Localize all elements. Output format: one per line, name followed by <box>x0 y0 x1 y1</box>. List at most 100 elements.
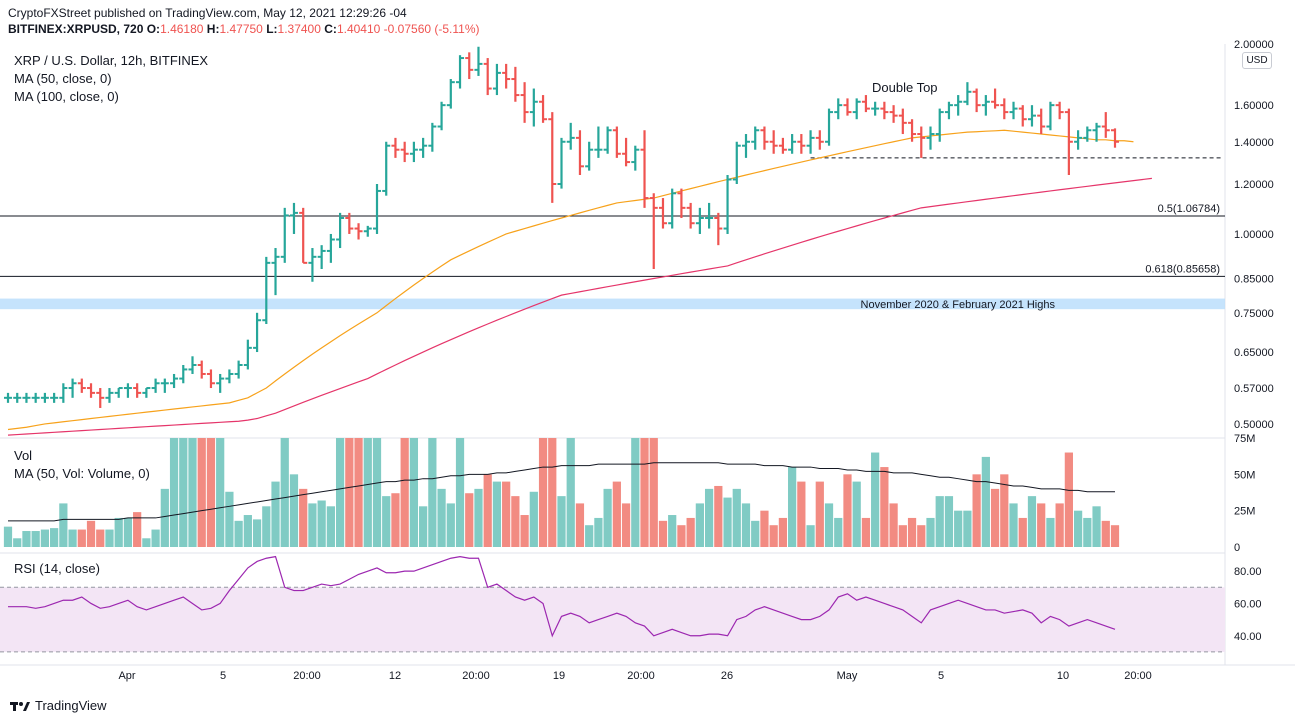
volume-tick-label: 75M <box>1234 433 1255 445</box>
candle <box>695 207 704 234</box>
publish-text: CryptoFXStreet published on TradingView.… <box>8 6 407 20</box>
candle <box>631 145 640 171</box>
highs-zone-band <box>0 298 1225 310</box>
candle <box>1111 128 1119 148</box>
candle <box>640 130 649 208</box>
candle <box>206 369 215 389</box>
candle <box>520 82 529 123</box>
candle <box>603 126 612 154</box>
volume-bar <box>603 488 612 547</box>
volume-bar <box>843 474 852 547</box>
volume-bar <box>363 438 372 547</box>
candle <box>382 141 391 196</box>
tradingview-brand[interactable]: TradingView <box>10 698 107 713</box>
price-tick-label: 0.50000 <box>1234 419 1274 431</box>
candle <box>502 63 511 89</box>
chart-title: XRP / U.S. Dollar, 12h, BITFINEX <box>14 53 209 68</box>
volume-bar <box>391 493 400 547</box>
candle <box>806 130 815 154</box>
ma50-legend: MA (50, close, 0) <box>14 71 112 86</box>
volume-bar <box>548 438 557 547</box>
volume-bar <box>520 515 529 547</box>
candle <box>871 101 880 116</box>
volume-bar <box>898 525 907 547</box>
rsi-line <box>8 555 1116 638</box>
candle <box>50 392 59 403</box>
volume-bar <box>133 512 142 547</box>
volume-bar <box>806 525 815 547</box>
candle <box>31 392 40 403</box>
candle <box>815 130 824 150</box>
brand-text: TradingView <box>35 698 107 713</box>
currency-badge[interactable]: USD <box>1242 52 1272 69</box>
price-tick-label: 0.57000 <box>1234 383 1274 395</box>
volume-bar <box>1073 510 1083 547</box>
candle <box>981 95 990 116</box>
volume-bar <box>446 503 455 547</box>
volume-bar <box>824 503 834 547</box>
candle <box>391 137 400 158</box>
volume-bar <box>151 529 160 547</box>
candle <box>474 46 483 76</box>
volume-bar <box>788 467 797 547</box>
time-tick-label: 10 <box>1057 670 1069 682</box>
volume-bar <box>917 525 926 547</box>
candle <box>742 134 750 158</box>
volume-bar <box>419 506 428 547</box>
volume-bar <box>234 520 243 547</box>
time-tick-label: 20:00 <box>627 670 655 682</box>
volume-bar <box>335 438 345 547</box>
candle <box>548 112 557 203</box>
close-value: 1.40410 <box>336 22 381 36</box>
candle <box>151 378 160 393</box>
candle <box>1000 98 1009 120</box>
candle <box>133 383 142 398</box>
candle <box>1055 101 1064 120</box>
candle <box>963 82 972 106</box>
candle <box>96 388 105 408</box>
volume-bar <box>483 474 492 547</box>
candle <box>714 212 723 246</box>
volume-bar <box>695 503 704 547</box>
time-tick-label: 20:00 <box>462 670 490 682</box>
volume-bar <box>1110 525 1120 547</box>
volume-bar <box>677 525 686 547</box>
ma100-legend: MA (100, close, 0) <box>14 89 119 104</box>
volume-bar <box>686 517 695 547</box>
candle <box>336 212 345 249</box>
volume-bar <box>797 481 806 547</box>
volume-bar <box>704 488 714 547</box>
volume-bar <box>861 517 871 547</box>
candle <box>40 392 49 403</box>
volume-bar <box>714 485 723 547</box>
close-label: C: <box>324 22 337 36</box>
candle <box>419 137 428 158</box>
volume-bar <box>216 438 225 547</box>
candle <box>511 66 520 102</box>
volume-bar <box>317 500 326 547</box>
volume-bar <box>299 488 308 547</box>
volume-bar <box>13 538 22 547</box>
volume-bar <box>649 438 658 547</box>
volume-bar <box>400 438 409 547</box>
tradingview-logo-icon <box>10 701 30 711</box>
low-label: L: <box>266 22 278 36</box>
candle <box>299 207 308 264</box>
volume-bar <box>871 452 880 547</box>
volume-bar <box>1092 506 1101 547</box>
volume-bar <box>77 529 86 547</box>
candle <box>1009 101 1018 120</box>
candle <box>1083 126 1092 142</box>
candle <box>289 202 298 234</box>
volume-bar <box>944 496 954 547</box>
volume-bar <box>179 438 188 547</box>
candle <box>972 88 981 113</box>
rsi-tick-label: 40.00 <box>1234 631 1262 643</box>
price-tick-label: 1.00000 <box>1234 229 1274 241</box>
time-tick-label: 19 <box>553 670 565 682</box>
volume-bar <box>1055 503 1064 547</box>
candle <box>954 95 963 116</box>
volume-bar <box>86 520 96 547</box>
volume-bar <box>271 481 280 547</box>
high-label: H: <box>206 22 220 36</box>
